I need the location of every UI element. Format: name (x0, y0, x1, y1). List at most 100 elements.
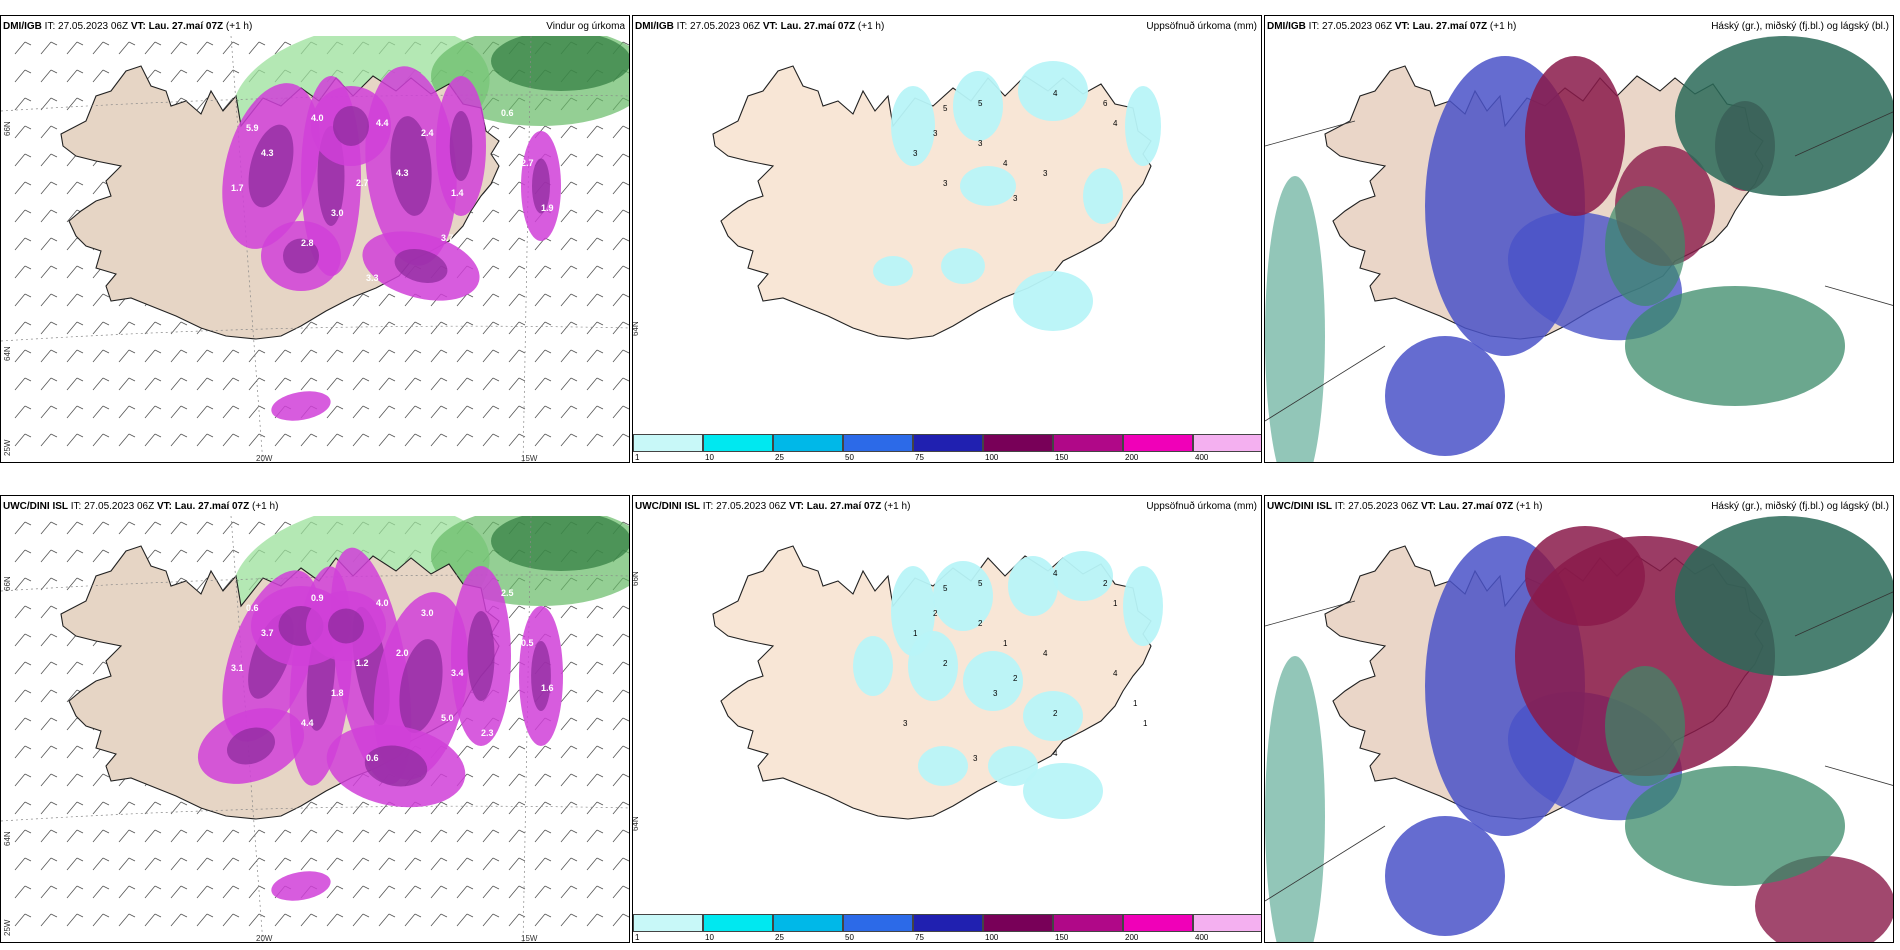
heavy-precip-area (197, 547, 563, 901)
colorbar-swatch (633, 434, 703, 452)
accum-value-label: 3 (903, 719, 908, 728)
colorbar-swatch (1053, 434, 1123, 452)
precip-value-label: 3.4 (451, 668, 464, 678)
accum-value-label: 5 (978, 99, 983, 108)
colorbar-label: 1 (635, 453, 640, 462)
iceland-landmass (712, 65, 1152, 340)
precip-value-label: 0.6 (366, 753, 379, 763)
precip-value-label: 0.6 (501, 108, 514, 118)
map-area: 0.6 0.9 4.0 3.0 2.0 1.2 1.8 3.4 5.0 4.4 3.1 3.7 0.6 1… (1, 516, 629, 943)
precip-value-label: 2.4 (421, 128, 434, 138)
accum-value-label: 4 (1043, 649, 1048, 658)
colorbar-label: 200 (1125, 933, 1139, 942)
accum-value-label: 4 (1113, 119, 1118, 128)
lat-label: 64N (3, 346, 12, 361)
precip-value-label: 5.9 (246, 123, 259, 133)
panel-title: Uppsöfnuð úrkoma (mm) (1146, 21, 1257, 32)
accum-value-label: 6 (1103, 99, 1108, 108)
colorbar-swatch (913, 434, 983, 452)
precip-value-label: 5.0 (441, 713, 454, 723)
lon-label: 20W (256, 454, 273, 463)
colorbar: 1 10 25 50 75 100 150 200 400 (633, 434, 1261, 462)
colorbar-swatch (1123, 434, 1193, 452)
precip-value-label: 2.3 (481, 728, 494, 738)
panel-title: Háský (gr.), miðský (fj.bl.) og lágský (… (1711, 501, 1889, 512)
accum-value-label: 1 (913, 629, 918, 638)
map-area (1265, 36, 1893, 462)
panel-header: DMI/IGB IT: 27.05.2023 06Z VT: Lau. 27.m… (635, 21, 885, 32)
lat-label: 64N (633, 321, 640, 336)
accum-value-label: 3 (993, 689, 998, 698)
lat-label: 66N (633, 571, 640, 586)
precip-value-label: 1.8 (331, 688, 344, 698)
colorbar-label: 150 (1055, 453, 1069, 462)
panel-cloud-dmi: DMI/IGB IT: 27.05.2023 06Z VT: Lau. 27.m… (1264, 15, 1894, 463)
panel-header: DMI/IGB IT: 27.05.2023 06Z VT: Lau. 27.m… (3, 21, 253, 32)
colorbar-label: 50 (845, 933, 854, 942)
colorbar-label: 10 (705, 933, 714, 942)
precip-value-label: 3.7 (441, 233, 454, 243)
precip-value-label: 3.1 (231, 663, 244, 673)
lat-label: 64N (633, 816, 640, 831)
precip-value-label: 3.0 (331, 208, 344, 218)
lat-label: 64N (3, 831, 12, 846)
cloud-layers (1265, 516, 1893, 942)
precip-value-label: 1.2 (356, 658, 369, 668)
accum-precip-area (873, 61, 1161, 331)
colorbar-swatch (773, 914, 843, 932)
colorbar-label: 400 (1195, 453, 1209, 462)
accum-value-label: 2 (943, 659, 948, 668)
lat-label: 66N (3, 576, 12, 591)
lon-label: 15W (521, 934, 538, 943)
map-area: 5.9 4.0 4.4 2.4 4.3 2.7 3.0 1.4 3.7 2.8 1.7 4.3 3.3 2… (1, 36, 629, 463)
accum-value-label: 4 (1053, 89, 1058, 98)
precip-value-label: 1.7 (231, 183, 244, 193)
accum-value-label: 4 (1053, 749, 1058, 758)
accum-value-label: 2 (933, 609, 938, 618)
colorbar-label: 100 (985, 933, 999, 942)
panel-header: DMI/IGB IT: 27.05.2023 06Z VT: Lau. 27.m… (1267, 21, 1517, 32)
accum-value-label: 3 (973, 754, 978, 763)
colorbar-label: 25 (775, 453, 784, 462)
colorbar-swatch (703, 914, 773, 932)
panel-header: UWC/DINI ISL IT: 27.05.2023 06Z VT: Lau.… (3, 501, 279, 512)
precip-value-label: 4.3 (396, 168, 409, 178)
precip-value-label: 2.5 (501, 588, 514, 598)
colorbar-label: 400 (1195, 933, 1209, 942)
wind-precip-map: 5.9 4.0 4.4 2.4 4.3 2.7 3.0 1.4 3.7 2.8 1.7 4.3 3.3 2… (1, 36, 629, 462)
precip-value-label: 3.3 (366, 273, 379, 283)
region-borders (1265, 591, 1893, 902)
colorbar-swatch (913, 914, 983, 932)
colorbar-swatch (983, 434, 1053, 452)
accum-precip-map: 5 5 4 2 2 1 2 1 2 4 2 1 3 2 4 1 1 3 4 3 (712, 545, 1163, 820)
colorbar-swatch (633, 914, 703, 932)
lon-label: 20W (256, 934, 273, 943)
accum-value-label: 2 (1053, 709, 1058, 718)
precip-value-label: 2.9 (331, 308, 344, 318)
lon-label: 15W (521, 454, 538, 463)
colorbar-swatch (1193, 434, 1261, 452)
accum-value-label: 1 (1133, 699, 1138, 708)
precip-value-label: 4.4 (376, 118, 389, 128)
cloud-layers (1265, 36, 1893, 462)
lon-label: 25W (3, 919, 12, 936)
precip-value-label: 0.6 (246, 603, 259, 613)
accum-precip-map: 5 5 4 6 3 3 3 4 3 3 3 4 (712, 61, 1161, 340)
precip-value-label: 4.3 (261, 148, 274, 158)
precip-value-label: 0.5 (521, 638, 534, 648)
accum-value-label: 4 (1113, 669, 1118, 678)
panel-accum-precip-uwc: UWC/DINI ISL IT: 27.05.2023 06Z VT: Lau.… (632, 495, 1262, 943)
colorbar-swatch (843, 914, 913, 932)
colorbar-swatch (983, 914, 1053, 932)
colorbar-label: 75 (915, 933, 924, 942)
precip-value-label: 4.4 (301, 718, 314, 728)
precip-value-label: 3.7 (261, 628, 274, 638)
lon-label: 25W (3, 439, 12, 456)
cloud-cover-map (1265, 36, 1893, 462)
colorbar-label: 50 (845, 453, 854, 462)
accum-value-label: 4 (1003, 159, 1008, 168)
panel-header: UWC/DINI ISL IT: 27.05.2023 06Z VT: Lau.… (1267, 501, 1543, 512)
heavy-precip-area (222, 66, 561, 421)
colorbar-label: 1 (635, 933, 640, 942)
colorbar: 1 10 25 50 75 100 150 200 400 (633, 914, 1261, 942)
